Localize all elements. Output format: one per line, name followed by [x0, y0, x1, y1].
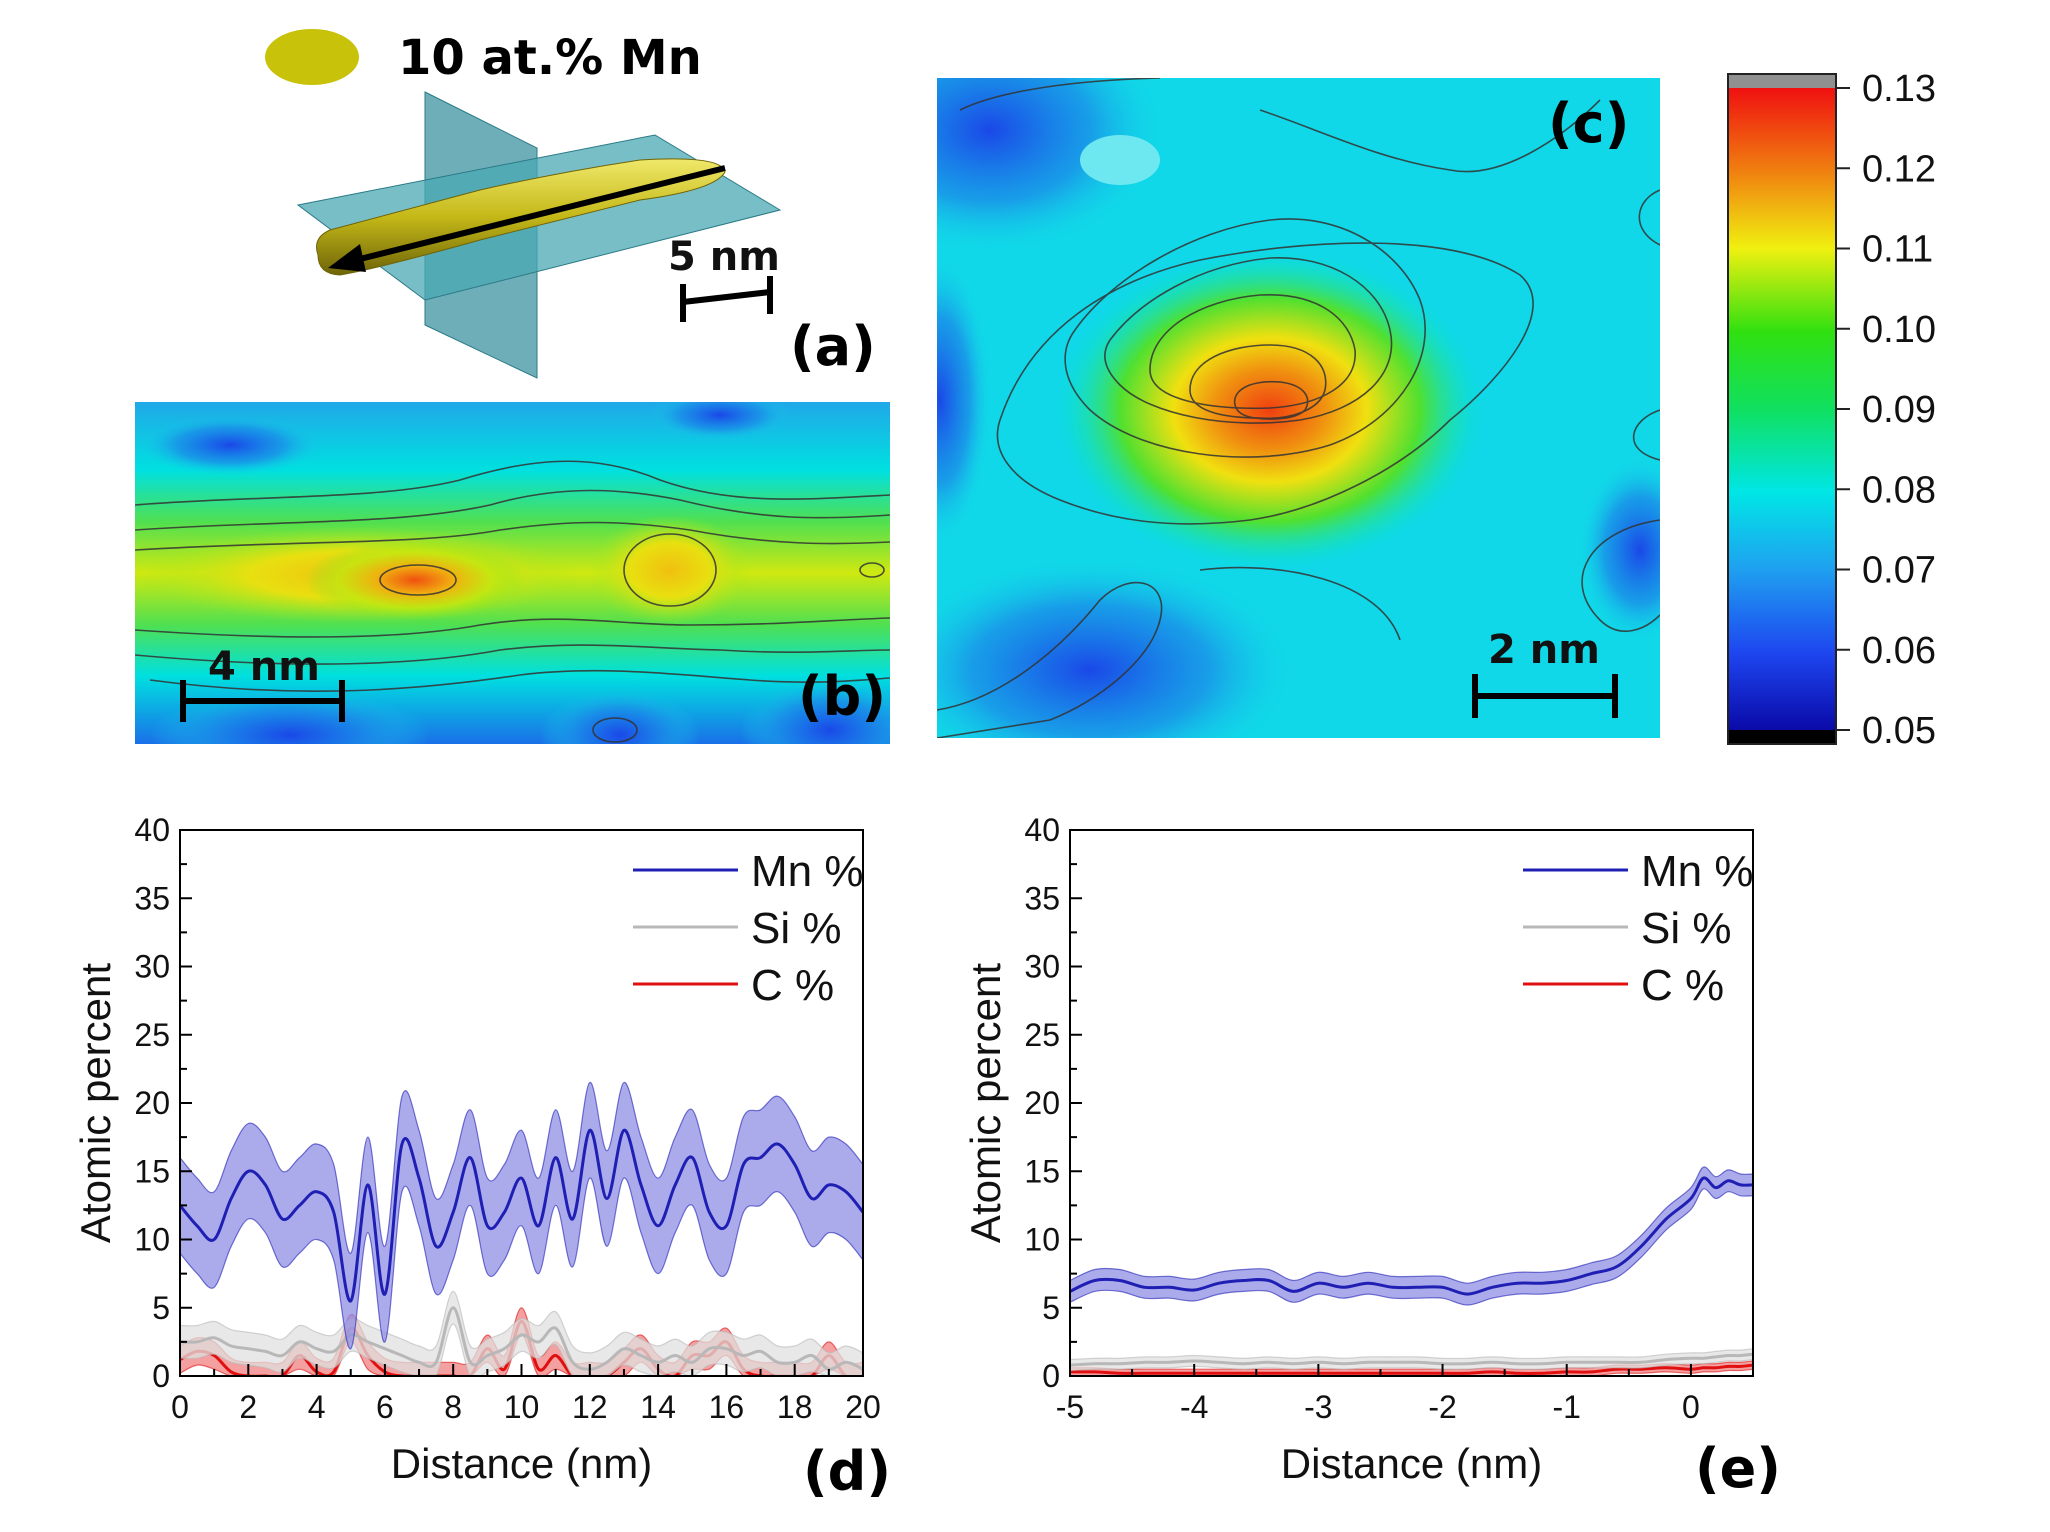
x-tick-label: 8	[444, 1389, 462, 1425]
y-axis-title: Atomic percent	[72, 963, 119, 1243]
y-tick-label: 35	[134, 880, 170, 916]
y-tick-label: 40	[134, 812, 170, 848]
y-tick-label: 20	[134, 1085, 170, 1121]
x-tick-label: -2	[1428, 1389, 1456, 1425]
legend-label-mn: Mn %	[751, 847, 863, 896]
y-tick-label: 25	[1024, 1017, 1060, 1053]
legend-label-c: C %	[751, 961, 834, 1010]
panel-label-d: (d)	[803, 1440, 891, 1503]
scale-bar-c	[1472, 674, 1618, 718]
y-tick-label: 10	[1024, 1222, 1060, 1258]
x-tick-label: 2	[239, 1389, 257, 1425]
y-tick-label: 30	[134, 949, 170, 985]
panel-label-b: (b)	[798, 665, 886, 728]
colorbar-tick-label: 0.13	[1862, 68, 1936, 110]
y-tick-label: 35	[1024, 880, 1060, 916]
x-tick-label: -1	[1553, 1389, 1581, 1425]
y-axis-title: Atomic percent	[962, 963, 1009, 1243]
panel-label-a: (a)	[790, 315, 876, 378]
y-tick-label: 0	[152, 1358, 170, 1394]
legend-label-si: Si %	[751, 904, 841, 953]
x-axis-title: Distance (nm)	[1281, 1440, 1542, 1487]
panel-b: 4 nm (b)	[135, 402, 890, 744]
x-axis-title: Distance (nm)	[391, 1440, 652, 1487]
series-band-mn	[1070, 1166, 1753, 1306]
x-tick-label: 4	[308, 1389, 326, 1425]
x-tick-label: 16	[709, 1389, 745, 1425]
panel-label-c: (c)	[1548, 92, 1629, 155]
y-tick-label: 5	[152, 1290, 170, 1326]
y-tick-label: 15	[134, 1153, 170, 1189]
scale-label-a: 5 nm	[668, 234, 780, 280]
colorbar-tick-label: 0.08	[1862, 469, 1936, 511]
y-tick-label: 0	[1042, 1358, 1060, 1394]
series-band-mn	[180, 1081, 863, 1350]
legend-isosurface-swatch	[265, 29, 359, 85]
x-tick-label: 14	[640, 1389, 676, 1425]
chart-d: 0 5 10 15 20 25 30 35 40 0 2 4 6 8 10 12 14 16 18 20 Distanc…	[72, 812, 891, 1503]
x-tick-label: 0	[1682, 1389, 1700, 1425]
direction-arrowhead	[328, 244, 366, 272]
series-band-si	[1070, 1348, 1753, 1372]
series-line-si	[180, 1306, 863, 1371]
legend-isosurface-label: 10 at.% Mn	[398, 30, 702, 86]
y-tick-label: 20	[1024, 1085, 1060, 1121]
legend-label-mn: Mn %	[1641, 847, 1753, 896]
plot-area	[180, 1081, 863, 1376]
scale-label-b: 4 nm	[208, 644, 320, 690]
panel-a: 10 at.% Mn 5 nm (a)	[265, 29, 876, 379]
colorbar-tick-label: 0.07	[1862, 550, 1936, 592]
x-tick-label: 10	[504, 1389, 540, 1425]
panel-c: (c) 2 nm	[937, 78, 1660, 738]
y-tick-label: 40	[1024, 812, 1060, 848]
scale-bar-a	[680, 276, 773, 322]
series-line-si	[1070, 1352, 1753, 1367]
plot-area	[1070, 1166, 1753, 1376]
direction-arrow	[347, 165, 726, 265]
colorbar-tick-label: 0.11	[1862, 229, 1933, 271]
x-tick-label: 12	[572, 1389, 608, 1425]
x-tick-label: -5	[1056, 1389, 1084, 1425]
x-tick-label: 6	[376, 1389, 394, 1425]
x-tick-label: 20	[845, 1389, 881, 1425]
panel-label-e: (e)	[1695, 1437, 1781, 1500]
x-tick-label: -3	[1304, 1389, 1332, 1425]
x-tick-label: -4	[1180, 1389, 1208, 1425]
x-tick-label: 18	[777, 1389, 813, 1425]
colorbar-tick-label: 0.05	[1862, 710, 1936, 752]
colorbar-tick-label: 0.09	[1862, 389, 1936, 431]
y-tick-label: 25	[134, 1017, 170, 1053]
series-line-mn	[1070, 1176, 1753, 1296]
y-tick-label: 30	[1024, 949, 1060, 985]
legend-label-si: Si %	[1641, 904, 1731, 953]
scale-label-c: 2 nm	[1488, 627, 1600, 673]
chart-e: 0 5 10 15 20 25 30 35 40 -5 -4 -3 -2 -1 0 Distance (nm)…	[962, 812, 1781, 1500]
colorbar-tick-label: 0.06	[1862, 630, 1936, 672]
scale-bar-b	[180, 680, 345, 722]
colorbar-tick-label: 0.10	[1862, 309, 1936, 351]
y-tick-label: 15	[1024, 1153, 1060, 1189]
x-tick-label: 0	[171, 1389, 189, 1425]
legend-label-c: C %	[1641, 961, 1724, 1010]
colorbar-tick-label: 0.12	[1862, 148, 1936, 190]
colorbar: 0.13 0.12 0.11 0.10 0.09 0.08 0.07 0.06 0.05	[1727, 68, 1936, 752]
y-tick-label: 5	[1042, 1290, 1060, 1326]
y-tick-label: 10	[134, 1222, 170, 1258]
series-line-mn	[180, 1128, 863, 1303]
